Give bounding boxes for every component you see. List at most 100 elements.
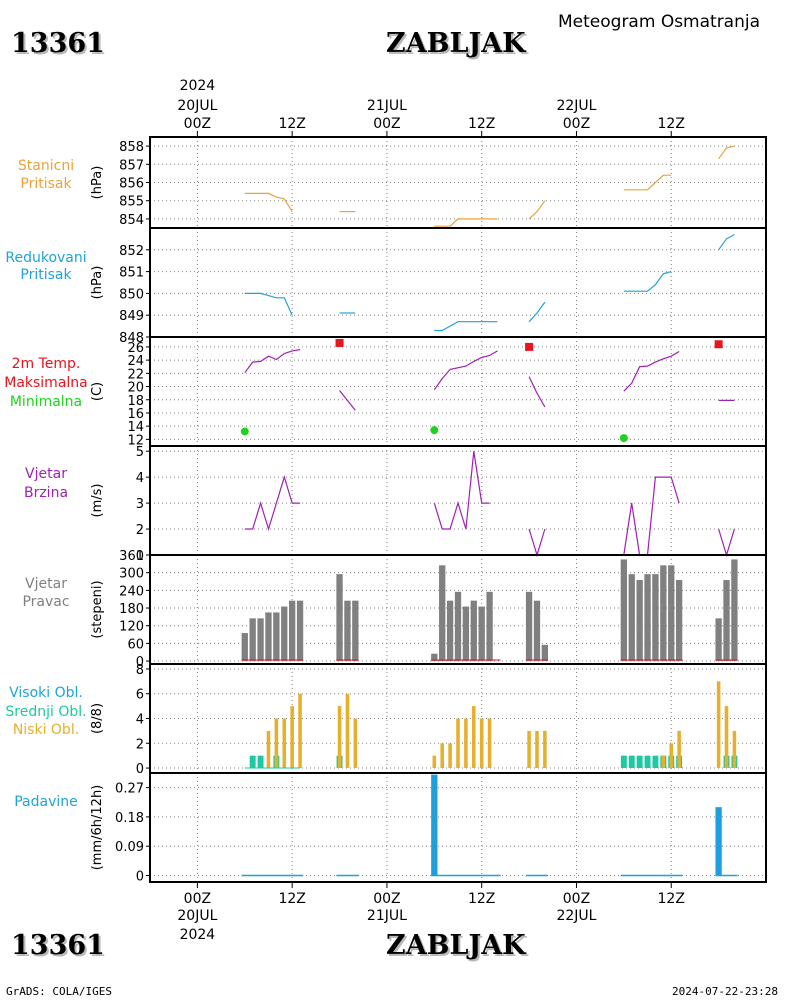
max-temp-marker bbox=[335, 338, 344, 347]
bottom-date-label: 21JUL bbox=[367, 908, 407, 924]
bottom-time-tick-label: 12Z bbox=[278, 891, 305, 907]
y-tick-label: 4 bbox=[136, 713, 144, 728]
y-tick-label: 2 bbox=[136, 737, 144, 752]
wind-direction-bar bbox=[446, 600, 454, 662]
cloud-bar bbox=[337, 706, 342, 769]
panel-label: Brzina bbox=[24, 485, 68, 501]
y-tick-label: 2 bbox=[136, 523, 144, 538]
y-tick-label: 0.09 bbox=[115, 840, 144, 855]
bottom-station-id: 13361 bbox=[11, 930, 105, 961]
series-line bbox=[244, 292, 293, 316]
y-axis-label: (8/8) bbox=[90, 703, 105, 734]
top-year-label: 2024 bbox=[180, 78, 216, 94]
cloud-bar bbox=[527, 730, 531, 769]
series-line bbox=[528, 528, 546, 558]
series-line bbox=[244, 192, 293, 212]
wind-direction-bar bbox=[644, 574, 651, 662]
panel-label: Pravac bbox=[22, 594, 69, 610]
y-tick-label: 180 bbox=[119, 602, 144, 617]
cloud-bar bbox=[274, 718, 279, 769]
y-tick-label: 16 bbox=[127, 407, 144, 422]
cloud-bar bbox=[661, 755, 666, 769]
y-tick-label: 24 bbox=[127, 354, 144, 369]
y-tick-label: 360 bbox=[119, 549, 144, 564]
cloud-bar bbox=[249, 755, 256, 769]
cloud-bar bbox=[652, 755, 659, 769]
top-date-label: 21JUL bbox=[367, 98, 407, 114]
y-tick-label: 22 bbox=[127, 367, 144, 382]
y-axis-label: (mm/6h/12h) bbox=[90, 785, 105, 871]
y-tick-label: 857 bbox=[119, 158, 144, 173]
panel-label: Pritisak bbox=[20, 267, 72, 283]
y-tick-label: 0 bbox=[136, 762, 144, 777]
top-time-tick-label: 00Z bbox=[184, 116, 211, 132]
wind-direction-bar bbox=[470, 600, 477, 662]
series-line bbox=[623, 174, 672, 191]
y-tick-label: 0.27 bbox=[115, 782, 144, 797]
panel-label: Visoki Obl. bbox=[9, 685, 83, 701]
bottom-date-label: 20JUL bbox=[177, 908, 217, 924]
y-tick-label: 4 bbox=[136, 471, 144, 486]
y-axis-label: (m/s) bbox=[90, 484, 105, 518]
bottom-station-name: ZABLJAK bbox=[386, 930, 526, 961]
series-line bbox=[434, 218, 498, 227]
bottom-time-tick-label: 00Z bbox=[184, 891, 211, 907]
cloud-bar bbox=[440, 743, 444, 769]
series-line bbox=[528, 376, 546, 408]
precip-bar bbox=[715, 807, 722, 876]
min-temp-marker bbox=[430, 426, 439, 435]
y-tick-label: 12 bbox=[127, 433, 144, 448]
cloud-bar bbox=[543, 730, 547, 769]
min-temp-marker bbox=[619, 434, 628, 443]
wind-direction-bar bbox=[731, 559, 738, 662]
y-tick-label: 6 bbox=[136, 688, 144, 703]
cloud-bar bbox=[432, 755, 437, 769]
wind-direction-bar bbox=[454, 591, 462, 662]
timestamp-text: 2024-07-22-23:28 bbox=[672, 985, 778, 998]
cloud-bar bbox=[535, 730, 539, 769]
wind-direction-bar bbox=[628, 574, 635, 662]
series-line bbox=[434, 321, 498, 332]
wind-direction-bar bbox=[675, 580, 683, 662]
wind-direction-bar bbox=[296, 600, 304, 662]
cloud-bar bbox=[628, 755, 635, 769]
wind-direction-bar bbox=[715, 618, 722, 662]
wind-direction-bar bbox=[336, 574, 343, 662]
cloud-bar bbox=[345, 693, 350, 769]
wind-direction-bar bbox=[636, 580, 643, 662]
panel-label: Redukovani bbox=[5, 250, 86, 266]
wind-direction-bar bbox=[431, 653, 438, 662]
panel-label: 2m Temp. bbox=[12, 356, 81, 372]
panel-label: Stanicni bbox=[18, 158, 74, 174]
top-time-tick-label: 12Z bbox=[468, 116, 495, 132]
y-tick-label: 850 bbox=[119, 287, 144, 302]
top-date-label: 20JUL bbox=[177, 98, 217, 114]
y-tick-label: 5 bbox=[136, 445, 144, 460]
y-tick-label: 26 bbox=[127, 341, 144, 356]
top-date-label: 22JUL bbox=[556, 98, 596, 114]
y-tick-label: 851 bbox=[119, 266, 144, 281]
wind-direction-bar bbox=[344, 600, 351, 662]
y-axis-label: (C) bbox=[90, 382, 105, 401]
cloud-bar bbox=[257, 755, 264, 769]
bottom-date-label: 22JUL bbox=[556, 908, 596, 924]
series-line bbox=[718, 528, 735, 558]
cloud-bar bbox=[456, 718, 460, 769]
wind-direction-bar bbox=[541, 644, 549, 662]
y-tick-label: 852 bbox=[119, 244, 144, 259]
wind-direction-bar bbox=[281, 606, 288, 662]
wind-direction-bar bbox=[525, 591, 533, 662]
cloud-bar bbox=[353, 718, 358, 769]
series-line bbox=[433, 350, 498, 391]
cloud-bar bbox=[669, 743, 674, 769]
y-tick-label: 0 bbox=[136, 655, 144, 670]
precip-bar bbox=[431, 774, 438, 876]
wind-direction-bar bbox=[439, 565, 446, 662]
panel-frame bbox=[149, 772, 767, 883]
cloud-bar bbox=[479, 718, 484, 769]
y-tick-label: 60 bbox=[127, 637, 144, 652]
bottom-year-label: 2024 bbox=[180, 927, 216, 943]
series-line bbox=[623, 476, 680, 556]
cloud-bar bbox=[732, 730, 737, 769]
y-tick-label: 20 bbox=[127, 381, 144, 396]
